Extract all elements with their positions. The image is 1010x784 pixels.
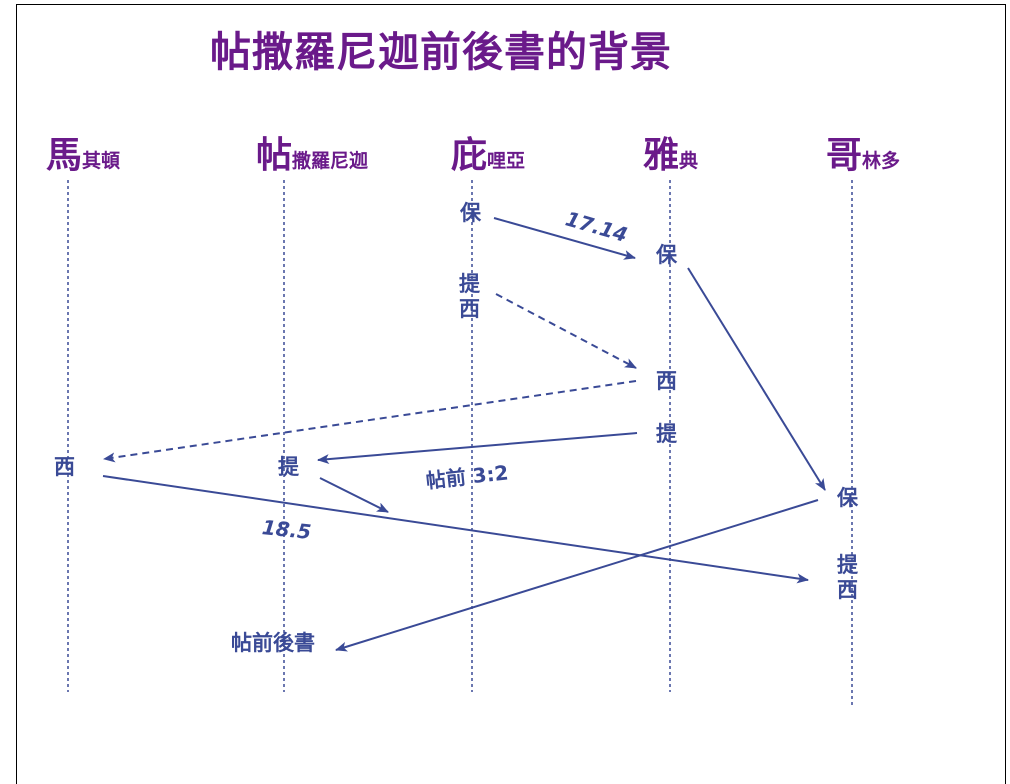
arrow-timothy-silas-berea-to-athens (495, 293, 637, 369)
city-macedonia-initial: 馬 (46, 135, 83, 176)
city-corinth-rest: 林多 (862, 150, 901, 172)
city-athens-initial: 雅 (643, 135, 680, 176)
label-timothy-thessalonica: 提 (278, 455, 299, 479)
slide-frame (16, 4, 1006, 784)
ref-acts-18-5: 18.5 (260, 515, 313, 545)
city-macedonia-rest: 其頓 (82, 150, 121, 172)
arrow-timothy-athens-to-thessalonica (317, 432, 638, 465)
label-timothy-berea-1: 提 (459, 272, 480, 296)
label-silas-athens: 西 (656, 369, 677, 393)
city-macedonia: 馬其頓 (46, 126, 120, 178)
city-athens-rest: 典 (679, 150, 699, 172)
label-paul-corinth: 保 (837, 486, 858, 510)
city-corinth: 哥林多 (826, 126, 900, 178)
arrow-letter-corinth-to-thessalonica (335, 499, 819, 652)
city-berea-rest: 哩亞 (487, 150, 526, 172)
city-thessalonica: 帖撒羅尼迦 (256, 126, 368, 178)
label-letters: 帖前後書 (231, 631, 315, 655)
city-thessalonica-initial: 帖 (256, 135, 293, 176)
city-athens: 雅典 (643, 126, 698, 178)
city-berea-initial: 庇 (451, 135, 488, 176)
city-berea: 庇哩亞 (451, 126, 525, 178)
arrow-paul-athens-to-corinth (687, 267, 826, 491)
label-timothy-athens: 提 (656, 422, 677, 446)
arrow-silas-macedonia-to-corinth (102, 475, 809, 584)
arrow-paul-berea-to-athens (493, 217, 636, 260)
city-corinth-initial: 哥 (826, 135, 863, 176)
page-title: 帖撒羅尼迦前後書的背景 (210, 28, 672, 76)
city-thessalonica-rest: 撒羅尼迦 (292, 150, 369, 172)
label-paul-athens: 保 (656, 243, 677, 267)
label-timothy-berea-2: 西 (459, 297, 480, 321)
label-paul-berea: 保 (460, 201, 481, 225)
label-timothy-corinth-2: 西 (837, 578, 858, 602)
arrow-silas-athens-to-macedonia (103, 380, 637, 463)
label-timothy-corinth-1: 提 (837, 553, 858, 577)
arrow-timothy-thessalonica-out (319, 477, 389, 513)
label-silas-macedonia: 西 (54, 455, 75, 479)
